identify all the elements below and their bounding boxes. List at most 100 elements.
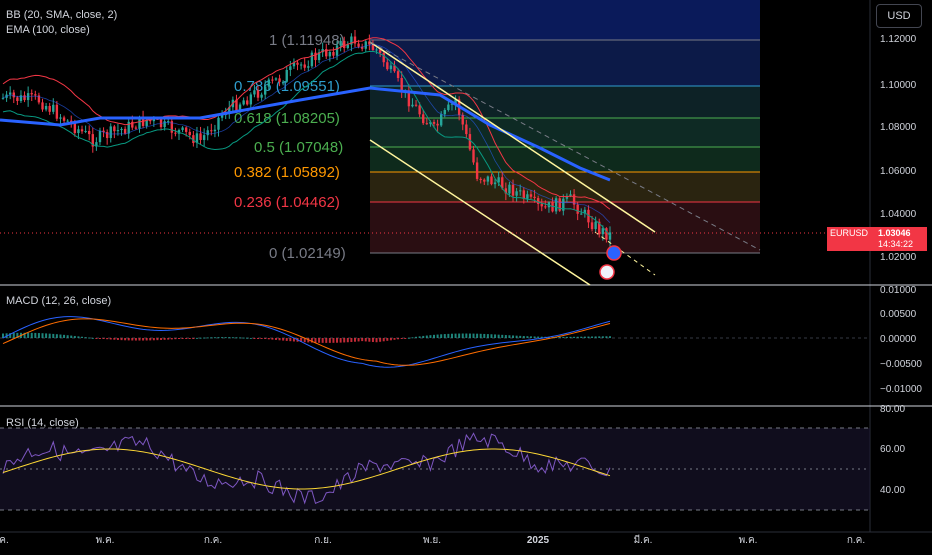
macd-hist-bar: [443, 334, 446, 338]
macd-hist-bar: [63, 334, 66, 338]
macd-hist-bar: [127, 338, 130, 341]
rsi-axis-label: 60.00: [880, 444, 905, 455]
candle-body: [23, 95, 26, 101]
candle-body: [235, 99, 238, 111]
macd-hist-bar: [357, 338, 360, 342]
price-axis-label: 1.06000: [880, 166, 917, 177]
fib-top-zone: [370, 0, 760, 40]
candle-body: [317, 52, 321, 61]
macd-hist-bar: [102, 338, 105, 339]
macd-hist-bar: [160, 338, 163, 340]
macd-hist-bar: [23, 332, 26, 338]
candle-body: [475, 162, 479, 179]
candle-body: [12, 92, 15, 98]
macd-hist-bar: [476, 333, 479, 338]
candle-body: [206, 130, 209, 136]
candle-body: [483, 179, 486, 182]
candle-body: [299, 64, 303, 66]
macd-hist-bar: [210, 337, 213, 339]
macd-hist-bar: [573, 336, 576, 338]
candle-body: [468, 134, 472, 150]
macd-hist-bar: [533, 336, 536, 338]
macd-hist-bar: [440, 334, 443, 338]
macd-hist-bar: [583, 336, 586, 338]
macd-hist-bar: [562, 336, 565, 338]
candle-body: [109, 126, 112, 138]
candle-body: [228, 107, 231, 114]
macd-hist-bar: [163, 338, 166, 340]
candle-body: [378, 49, 382, 53]
macd-hist-bar: [239, 337, 242, 339]
currency-button[interactable]: USD: [876, 4, 922, 28]
macd-axis-label: 0.00500: [880, 309, 917, 320]
macd-hist-bar: [185, 338, 188, 339]
macd-legend[interactable]: MACD (12, 26, close): [6, 295, 112, 307]
candle-body: [439, 114, 443, 126]
candle-body: [422, 114, 425, 124]
candle-body: [149, 119, 152, 122]
candle-body: [238, 104, 242, 111]
macd-hist-bar: [382, 338, 385, 342]
rsi-legend[interactable]: RSI (14, close): [6, 417, 79, 429]
macd-hist-bar: [397, 338, 400, 340]
ema-legend[interactable]: EMA (100, close): [6, 24, 90, 36]
candle-body: [249, 94, 253, 105]
candle-body: [493, 182, 497, 185]
candle-body: [271, 79, 274, 81]
macd-axis-label: −0.00500: [880, 359, 922, 370]
fib-level-label: 0.5 (1.07048): [254, 139, 343, 156]
candle-body: [8, 92, 12, 95]
macd-hist-bar: [490, 334, 493, 338]
candle-body: [253, 90, 256, 95]
macd-hist-bar: [217, 337, 220, 339]
fib-zone: [370, 118, 760, 147]
candle-body: [98, 130, 102, 143]
macd-hist-bar: [343, 338, 346, 343]
macd-hist-bar: [529, 336, 532, 338]
candle-body: [16, 97, 19, 102]
macd-hist-bar: [375, 338, 378, 343]
candle-body: [192, 135, 195, 144]
candle-body: [432, 122, 436, 124]
macd-hist-bar: [325, 338, 328, 343]
macd-hist-bar: [81, 336, 84, 338]
candle-body: [210, 130, 213, 132]
macd-hist-bar: [12, 332, 15, 338]
candle-body: [386, 62, 389, 70]
candle-body: [497, 177, 500, 183]
macd-hist-bar: [450, 333, 453, 338]
macd-hist-bar: [576, 336, 579, 338]
candle-body: [461, 114, 464, 125]
macd-hist-bar: [213, 337, 216, 339]
candle-body: [84, 130, 87, 132]
fib-level-label: 0.618 (1.08205): [234, 110, 340, 127]
rsi-axis-label: 80.00: [880, 404, 905, 415]
macd-hist-bar: [425, 335, 428, 338]
macd-hist-bar: [433, 334, 436, 338]
candle-body: [583, 209, 587, 214]
candle-body: [407, 90, 411, 107]
candle-body: [339, 40, 342, 46]
candle-body: [594, 221, 597, 230]
rsi-ma-line: [2, 448, 611, 490]
candle-body: [325, 49, 328, 57]
macd-hist-bar: [134, 338, 137, 341]
symbol-price-tag: EURUSD 1.03046 14:34:22: [827, 227, 927, 251]
candle-body: [605, 228, 608, 240]
bb-legend[interactable]: BB (20, SMA, close, 2): [6, 9, 118, 21]
macd-hist-bar: [41, 333, 44, 338]
candle-body: [400, 77, 403, 92]
candle-body: [558, 198, 561, 211]
time-axis-label: พ.ค.: [739, 535, 758, 546]
candle-body: [102, 130, 105, 133]
candle-body: [335, 45, 339, 56]
macd-hist-bar: [591, 336, 594, 338]
bar-countdown: 14:34:22: [878, 239, 914, 249]
macd-hist-bar: [465, 333, 468, 338]
candle-body: [174, 132, 177, 134]
symbol-name: EURUSD: [830, 228, 869, 238]
candle-body: [328, 51, 332, 57]
time-axis-label: ค.: [0, 535, 9, 546]
